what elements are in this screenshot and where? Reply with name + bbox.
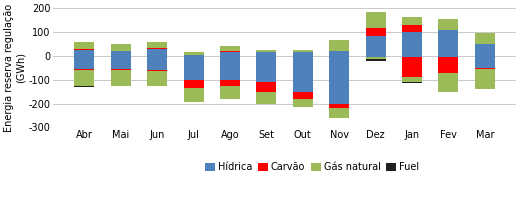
Bar xyxy=(329,40,349,51)
Bar xyxy=(475,68,495,69)
Bar xyxy=(220,86,240,99)
Bar xyxy=(438,30,459,56)
Bar xyxy=(256,82,277,92)
Bar xyxy=(438,56,459,57)
Bar xyxy=(111,70,131,86)
Bar xyxy=(74,41,94,49)
Bar xyxy=(293,56,313,92)
Bar xyxy=(329,104,349,108)
Bar xyxy=(366,57,386,59)
Bar xyxy=(74,50,94,56)
Bar xyxy=(147,56,167,70)
Bar xyxy=(111,56,131,69)
Bar xyxy=(402,25,422,32)
Bar xyxy=(402,57,422,77)
Bar xyxy=(256,52,277,56)
Bar xyxy=(293,92,313,99)
Bar xyxy=(147,71,167,86)
Bar xyxy=(220,80,240,86)
Bar xyxy=(438,57,459,72)
Bar xyxy=(438,19,459,30)
Bar xyxy=(111,44,131,51)
Bar xyxy=(111,51,131,56)
Bar xyxy=(147,48,167,49)
Bar xyxy=(147,41,167,48)
Bar xyxy=(74,56,94,69)
Bar xyxy=(74,69,94,70)
Bar xyxy=(256,56,277,82)
Bar xyxy=(402,16,422,25)
Bar xyxy=(220,52,240,56)
Bar xyxy=(329,51,349,56)
Bar xyxy=(475,44,495,56)
Y-axis label: Energia reserva regulação
(GWh): Energia reserva regulação (GWh) xyxy=(4,4,26,132)
Bar xyxy=(329,56,349,104)
Bar xyxy=(220,46,240,51)
Bar xyxy=(293,99,313,107)
Bar xyxy=(475,33,495,44)
Bar xyxy=(366,59,386,61)
Bar xyxy=(184,55,203,56)
Bar xyxy=(256,92,277,104)
Bar xyxy=(366,36,386,56)
Bar xyxy=(402,77,422,82)
Bar xyxy=(147,49,167,56)
Bar xyxy=(475,69,495,89)
Bar xyxy=(184,80,203,88)
Bar xyxy=(184,88,203,102)
Legend: Hídrica, Carvão, Gás natural, Fuel: Hídrica, Carvão, Gás natural, Fuel xyxy=(202,158,423,176)
Bar xyxy=(184,56,203,80)
Bar xyxy=(220,51,240,52)
Bar xyxy=(220,56,240,80)
Bar xyxy=(74,49,94,50)
Bar xyxy=(366,28,386,36)
Bar xyxy=(475,56,495,68)
Bar xyxy=(366,12,386,28)
Bar xyxy=(74,70,94,86)
Bar xyxy=(402,32,422,56)
Bar xyxy=(366,56,386,57)
Bar xyxy=(438,72,459,92)
Bar xyxy=(111,69,131,70)
Bar xyxy=(74,86,94,87)
Bar xyxy=(293,50,313,52)
Bar xyxy=(402,56,422,57)
Bar xyxy=(147,70,167,71)
Bar xyxy=(402,82,422,83)
Bar xyxy=(256,50,277,52)
Bar xyxy=(329,108,349,118)
Bar xyxy=(293,52,313,56)
Bar xyxy=(184,52,203,55)
